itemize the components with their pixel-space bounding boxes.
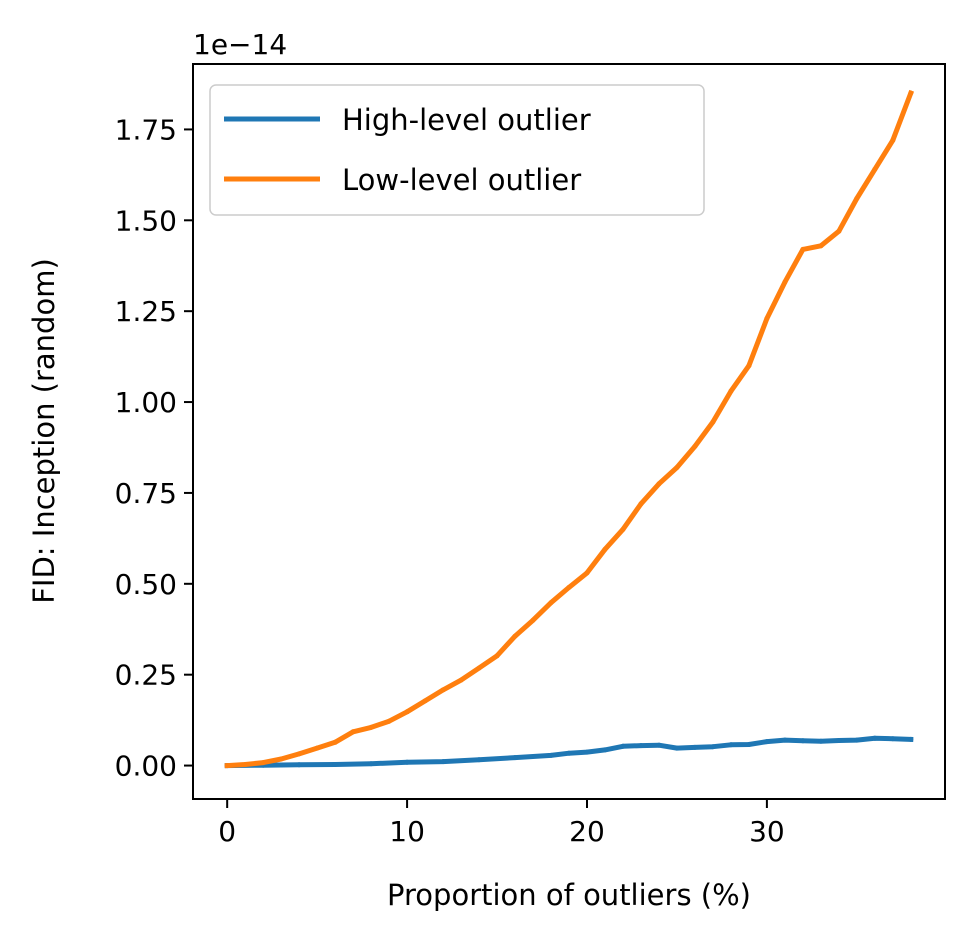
data-point [296, 762, 302, 768]
legend-box [209, 84, 705, 216]
data-point [278, 756, 284, 762]
y-tick-label: 1.25 [115, 295, 177, 328]
data-point [368, 761, 374, 767]
data-point [386, 718, 392, 724]
data-point [530, 617, 536, 623]
data-point [656, 742, 662, 748]
data-point [332, 762, 338, 767]
data-point [476, 665, 482, 671]
series-layer [224, 89, 915, 769]
data-point [224, 763, 230, 769]
data-point [350, 729, 356, 735]
x-tick-label: 0 [218, 815, 236, 848]
data-point [692, 744, 698, 750]
data-point [602, 747, 608, 753]
data-point [512, 755, 518, 761]
plot-frame [192, 63, 946, 800]
data-point [764, 739, 770, 745]
legend-label-low-level: Low-level outlier [342, 163, 581, 197]
data-point [332, 739, 338, 745]
data-point [710, 744, 716, 750]
y-tick-label: 1.00 [115, 386, 177, 419]
x-tick-label: 20 [569, 815, 605, 848]
legend: High-level outlier Low-level outlier [209, 84, 705, 216]
data-point [242, 762, 248, 767]
data-point [638, 501, 644, 507]
data-point [872, 735, 878, 741]
data-point [566, 584, 572, 590]
data-point [638, 743, 644, 749]
data-point [800, 738, 806, 744]
data-point [764, 316, 770, 321]
data-point [854, 737, 860, 743]
data-point [872, 166, 878, 172]
y-tick-label: 0.50 [115, 568, 177, 601]
y-tick-label: 0.25 [115, 659, 177, 692]
data-point [746, 363, 752, 369]
data-point [422, 698, 428, 704]
data-point [818, 243, 824, 249]
data-point [494, 653, 500, 659]
x-tick-label: 10 [389, 815, 425, 848]
data-point [674, 465, 680, 470]
x-tick-label: 30 [749, 815, 785, 848]
data-point [512, 633, 518, 639]
data-point [818, 738, 824, 744]
data-point [260, 760, 266, 766]
data-point [782, 279, 788, 285]
data-point [836, 738, 842, 743]
data-point [854, 196, 860, 201]
y-axis: 0.00 0.25 0.50 0.75 1.00 1.25 1.50 1.75 [115, 113, 193, 783]
data-point [674, 745, 680, 751]
data-point [440, 687, 446, 693]
data-point [296, 751, 302, 757]
data-point [548, 600, 554, 606]
data-point [710, 419, 716, 425]
data-point [368, 724, 374, 730]
data-point [620, 526, 626, 532]
data-point [908, 90, 914, 96]
data-point [890, 137, 896, 143]
data-point [908, 736, 914, 742]
legend-label-high-level: High-level outlier [342, 103, 591, 137]
y-offset-text: 1e−14 [193, 28, 287, 61]
data-point [566, 750, 572, 756]
data-point [314, 745, 320, 751]
x-axis: 0 10 20 30 [218, 799, 785, 848]
data-point [458, 677, 464, 683]
data-point [404, 759, 410, 765]
data-point [548, 752, 554, 758]
data-point [584, 570, 590, 576]
data-point [728, 388, 734, 394]
y-tick-label: 1.75 [115, 113, 177, 146]
data-point [782, 737, 788, 743]
data-point [836, 228, 842, 234]
data-point [620, 743, 626, 749]
data-point [440, 759, 446, 765]
data-point [476, 757, 482, 763]
data-point [746, 742, 752, 747]
data-point [728, 742, 734, 748]
data-point [800, 246, 806, 252]
data-point [584, 749, 590, 755]
y-tick-label: 0.00 [115, 750, 177, 783]
data-point [602, 546, 608, 552]
data-point [890, 736, 896, 742]
y-axis-label: FID: Inception (random) [27, 258, 61, 604]
data-point [692, 443, 698, 449]
series-line-high-level-outlier [224, 735, 914, 769]
y-tick-label: 0.75 [115, 477, 177, 510]
y-tick-label: 1.50 [115, 204, 177, 237]
data-point [656, 481, 662, 487]
data-point [404, 709, 410, 715]
x-axis-label: Proportion of outliers (%) [387, 878, 751, 912]
